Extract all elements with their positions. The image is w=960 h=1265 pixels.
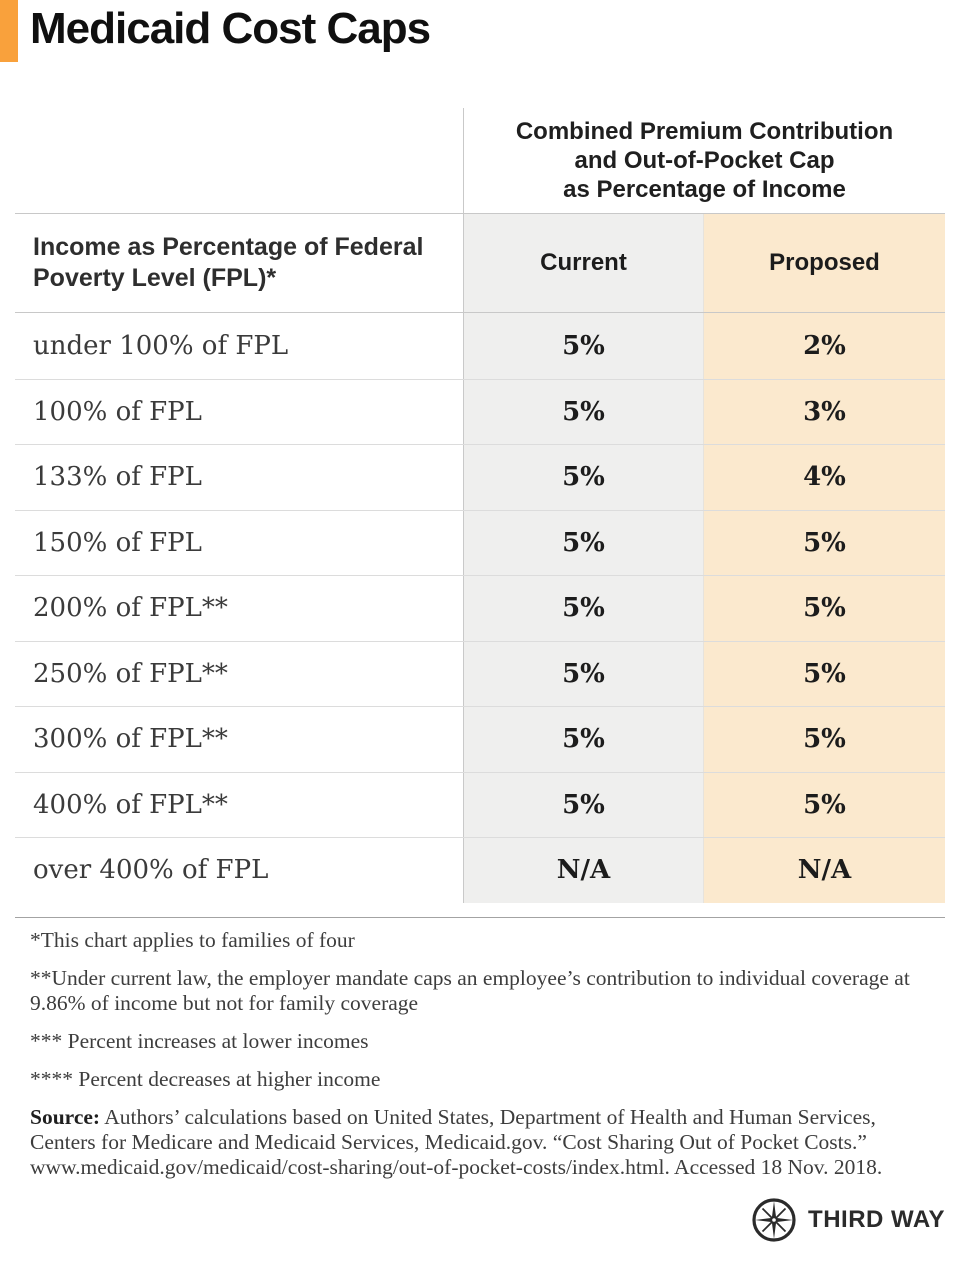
row-header: Income as Percentage of Federal Poverty … — [33, 233, 424, 292]
row-label: 150% of FPL — [33, 527, 202, 558]
table-row: 250% of FPL** 5% 5% — [15, 640, 945, 706]
proposed-value: N/A — [703, 838, 945, 903]
table-header-row: Income as Percentage of Federal Poverty … — [15, 213, 945, 313]
proposed-value: 5% — [703, 772, 945, 837]
table-row: under 100% of FPL 5% 2% — [15, 313, 945, 379]
page-title: Medicaid Cost Caps — [30, 4, 431, 53]
footnote-lower-incomes: *** Percent increases at lower incomes — [30, 1029, 369, 1053]
row-label: 133% of FPL — [33, 462, 202, 493]
table-row: 300% of FPL** 5% 5% — [15, 706, 945, 772]
row-label: 300% of FPL** — [33, 724, 228, 755]
row-label: 250% of FPL** — [33, 658, 228, 689]
cost-caps-table: Income as Percentage of Federal Poverty … — [15, 213, 945, 903]
footnote-higher-income: **** Percent decreases at higher income — [30, 1067, 381, 1091]
footnote-divider — [15, 917, 945, 918]
proposed-value: 5% — [703, 641, 945, 706]
table-row: 200% of FPL** 5% 5% — [15, 575, 945, 641]
row-label: 100% of FPL — [33, 396, 202, 427]
current-value: 5% — [463, 313, 703, 379]
compass-star-icon — [752, 1198, 796, 1242]
current-value: 5% — [463, 510, 703, 575]
column-header-proposed: Proposed — [703, 214, 945, 312]
logo-wordmark: THIRD WAY — [808, 1206, 945, 1233]
current-value: 5% — [463, 379, 703, 444]
title-accent-bar — [0, 0, 18, 62]
footnote-families: *This chart applies to families of four — [30, 928, 355, 952]
row-label: 200% of FPL** — [33, 593, 228, 624]
table-row: 100% of FPL 5% 3% — [15, 378, 945, 444]
column-header-current: Current — [463, 214, 703, 312]
source-label: Source: — [30, 1105, 101, 1129]
current-value: 5% — [463, 772, 703, 837]
row-label: under 100% of FPL — [33, 330, 289, 361]
table-row: 150% of FPL 5% 5% — [15, 509, 945, 575]
current-value: N/A — [463, 838, 703, 903]
current-value: 5% — [463, 445, 703, 510]
footnote-employer-mandate: **Under current law, the employer mandat… — [30, 966, 910, 1015]
proposed-value: 2% — [703, 313, 945, 379]
source-note: Source: Authors’ calculations based on U… — [30, 1105, 935, 1180]
proposed-value: 5% — [703, 510, 945, 575]
source-text: Authors’ calculations based on United St… — [30, 1105, 883, 1179]
table-row: over 400% of FPL N/A N/A — [15, 837, 945, 903]
table-row: 133% of FPL 5% 4% — [15, 444, 945, 510]
current-value: 5% — [463, 641, 703, 706]
footnotes-section: *This chart applies to families of four … — [30, 928, 935, 1193]
proposed-value: 5% — [703, 576, 945, 641]
current-value: 5% — [463, 576, 703, 641]
column-group-header: Combined Premium Contribution and Out-of… — [463, 108, 945, 213]
third-way-logo: THIRD WAY — [750, 1196, 945, 1244]
table-body: under 100% of FPL 5% 2% 100% of FPL 5% 3% 133%… — [15, 313, 945, 903]
row-label: over 400% of FPL — [33, 855, 269, 886]
row-label: 400% of FPL** — [33, 789, 228, 820]
current-value: 5% — [463, 707, 703, 772]
proposed-value: 3% — [703, 379, 945, 444]
proposed-value: 4% — [703, 445, 945, 510]
proposed-value: 5% — [703, 707, 945, 772]
table-row: 400% of FPL** 5% 5% — [15, 771, 945, 837]
